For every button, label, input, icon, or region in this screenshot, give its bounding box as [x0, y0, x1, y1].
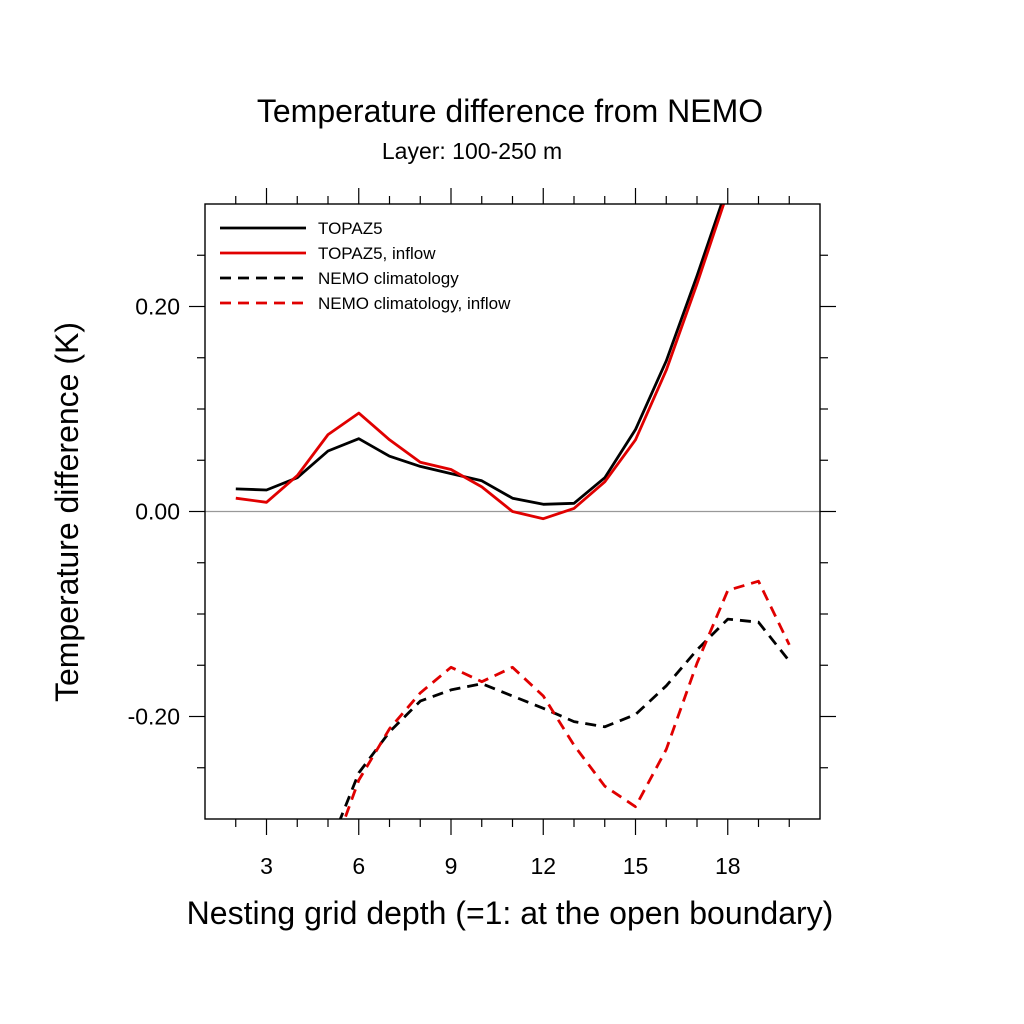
series-line-3 [338, 617, 791, 819]
x-axis-label: Nesting grid depth (=1: at the open boun… [187, 895, 834, 931]
chart-title: Temperature difference from NEMO [257, 93, 763, 129]
y-tick-label: 0.00 [135, 499, 180, 525]
chart-subtitle: Layer: 100-250 m [382, 138, 562, 164]
series-line-4 [343, 579, 791, 819]
series-group [235, 204, 791, 819]
legend-label-4: NEMO climatology, inflow [318, 294, 511, 313]
y-tick-label: -0.20 [128, 704, 180, 730]
x-tick-label: 6 [352, 853, 365, 879]
plot-area: 3 6 9 12 15 18 -0.20 0.00 0.20 [128, 188, 836, 879]
legend-label-2: TOPAZ5, inflow [318, 244, 436, 263]
x-tick-label: 12 [530, 853, 556, 879]
x-tick-label: 3 [260, 853, 273, 879]
legend-label-3: NEMO climatology [318, 269, 459, 288]
x-tick-label: 15 [623, 853, 649, 879]
series-line-1 [235, 204, 723, 506]
legend: TOPAZ5 TOPAZ5, inflow NEMO climatology NEMO… [220, 219, 511, 313]
x-tick-label: 9 [445, 853, 458, 879]
y-tick-label: 0.20 [135, 294, 180, 320]
legend-label-1: TOPAZ5 [318, 219, 383, 238]
y-axis-label: Temperature difference (K) [49, 322, 85, 702]
series-line-2 [235, 204, 726, 521]
x-tick-label: 18 [715, 853, 741, 879]
